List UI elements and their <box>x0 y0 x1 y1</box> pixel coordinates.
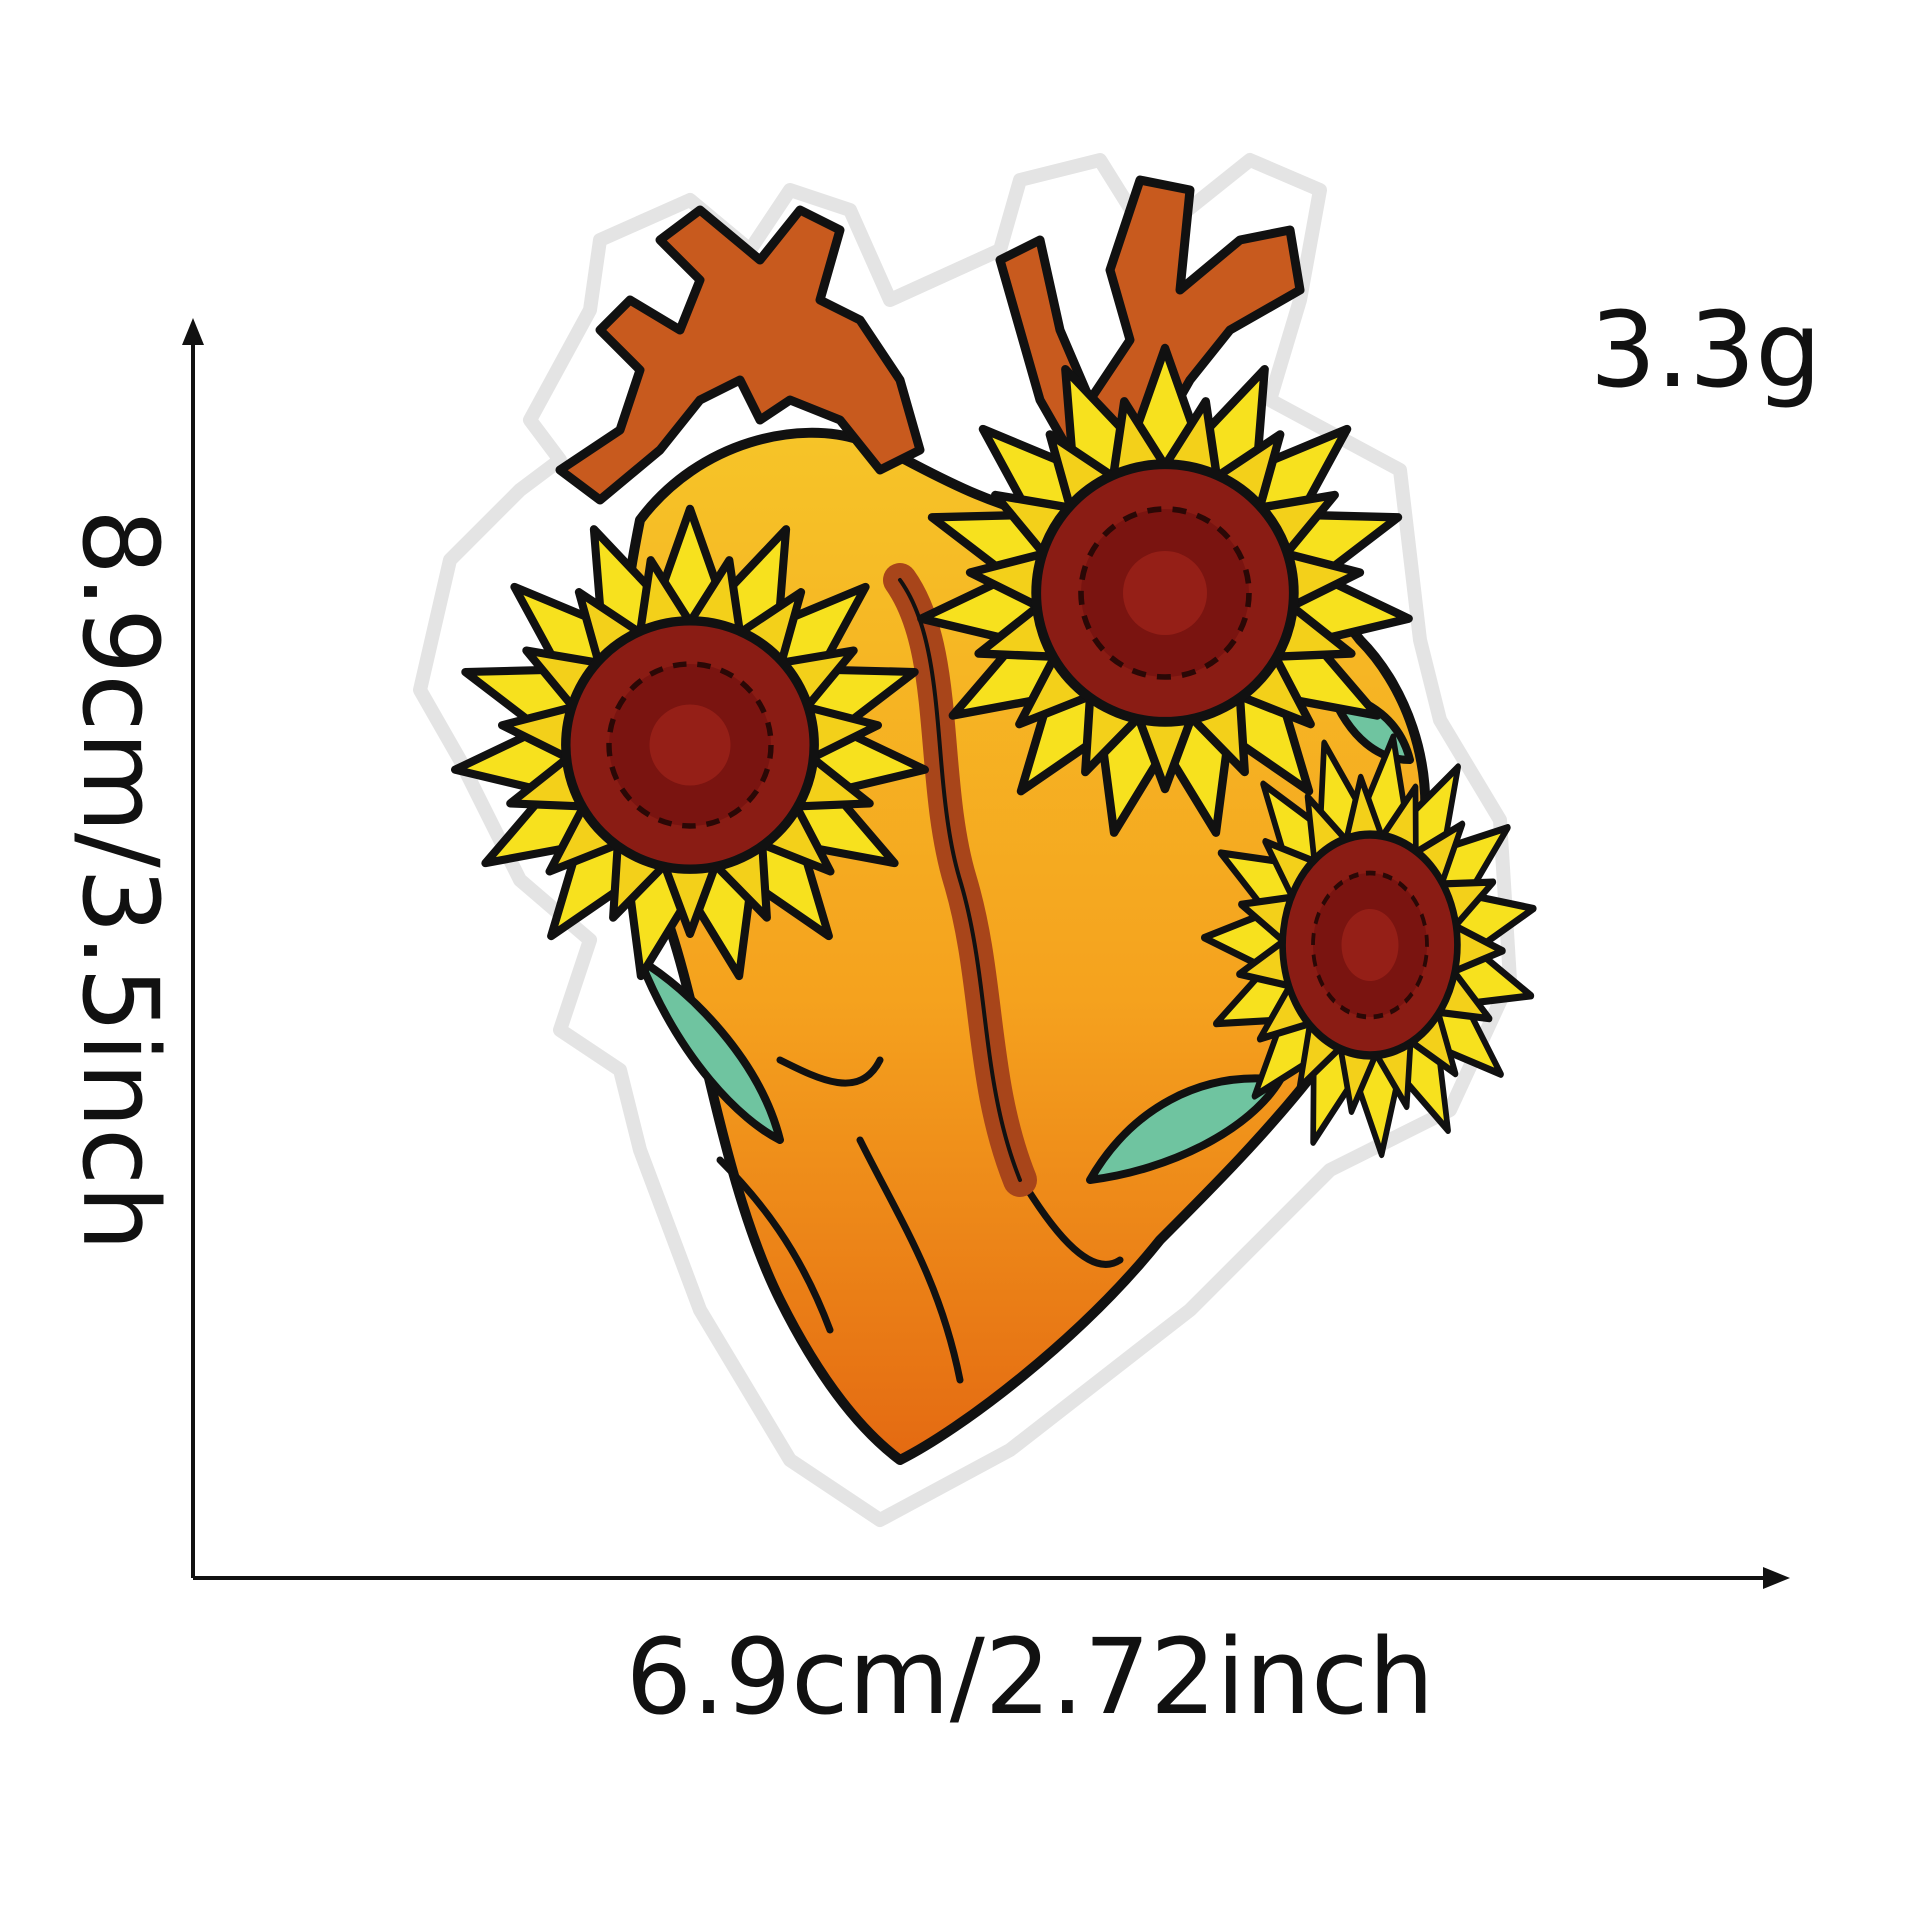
height-arrow <box>182 318 204 1578</box>
width-label: 6.9cm/2.72inch <box>625 1616 1435 1738</box>
weight-label: 3.3g <box>1590 289 1822 411</box>
width-arrow <box>193 1567 1790 1589</box>
height-label: 8.9cm/3.5inch <box>59 508 181 1252</box>
